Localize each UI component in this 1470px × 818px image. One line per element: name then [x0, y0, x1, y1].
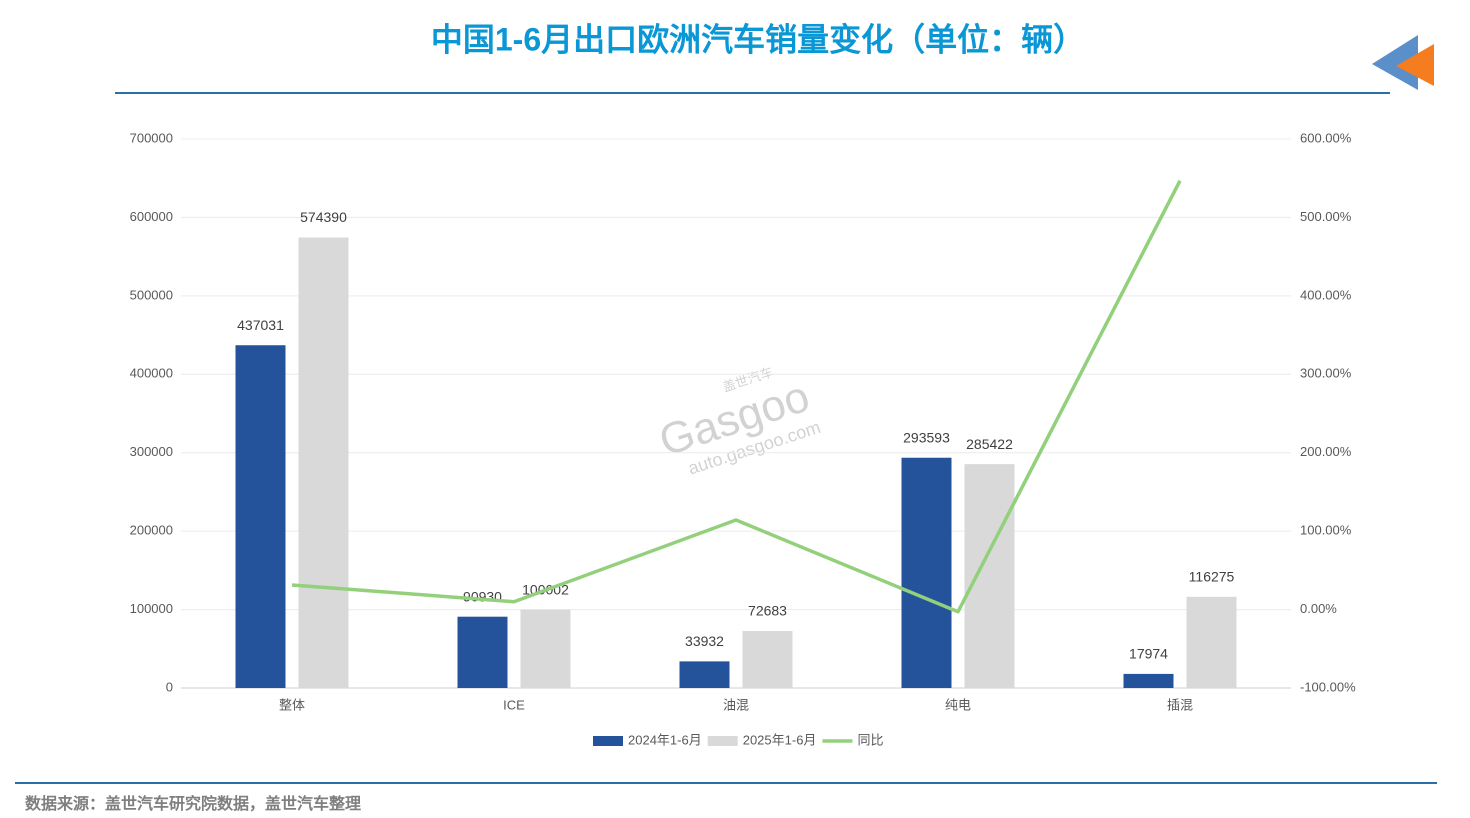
y-tick-label: 100000	[130, 601, 173, 616]
legend-swatch	[593, 736, 623, 746]
chart-title: 中国1-6月出口欧洲汽车销量变化（单位：辆）	[431, 21, 1085, 57]
value-label: 17974	[1129, 646, 1168, 662]
x-tick-label: 纯电	[945, 697, 971, 712]
watermark: 盖世汽车 Gasgoo auto.gasgoo.com	[654, 364, 824, 478]
bar	[1123, 673, 1174, 688]
source: 数据来源：盖世汽车研究院数据，盖世汽车整理	[25, 794, 361, 813]
value-label: 574390	[300, 209, 347, 225]
line-series	[291, 179, 1182, 614]
legend-label: 2025年1-6月	[743, 732, 817, 747]
logo-arrow	[1396, 44, 1434, 86]
y-tick-label: 200000	[130, 523, 173, 538]
x-tick-label: 油混	[723, 697, 749, 712]
bar	[235, 345, 286, 688]
bar	[520, 609, 571, 688]
y-tick-label: 0	[166, 679, 173, 694]
value-label: 293593	[903, 429, 950, 445]
bar	[742, 630, 793, 688]
legend-label: 2024年1-6月	[628, 732, 702, 747]
value-label: 72683	[748, 603, 787, 619]
bar	[1186, 596, 1237, 688]
y2-tick-label: 600.00%	[1300, 130, 1352, 145]
value-label: 437031	[237, 317, 284, 333]
x-tick-label: 整体	[279, 697, 305, 712]
y2-tick-label: 100.00%	[1300, 523, 1352, 538]
y-tick-label: 700000	[130, 130, 173, 145]
logo-arrow	[1372, 35, 1418, 90]
y-tick-label: 500000	[130, 287, 173, 302]
y2-tick-label: 0.00%	[1300, 601, 1337, 616]
y-tick-label: 300000	[130, 444, 173, 459]
y2-tick-label: 300.00%	[1300, 366, 1352, 381]
legend-swatch	[707, 736, 738, 746]
bar	[679, 661, 730, 688]
y-tick-label: 400000	[130, 366, 173, 381]
bar	[457, 616, 508, 688]
y2-tick-label: -100.00%	[1300, 679, 1356, 694]
y2-tick-label: 400.00%	[1300, 287, 1352, 302]
bar	[298, 237, 349, 688]
legend-label: 同比	[857, 732, 883, 747]
bar	[901, 457, 952, 688]
value-label: 285422	[966, 436, 1013, 452]
y-tick-label: 600000	[130, 209, 173, 224]
y2-tick-label: 200.00%	[1300, 444, 1352, 459]
x-tick-label: ICE	[503, 697, 525, 712]
value-label: 116275	[1189, 569, 1235, 585]
y2-tick-label: 500.00%	[1300, 209, 1352, 224]
x-tick-label: 插混	[1167, 697, 1193, 712]
value-label: 33932	[685, 633, 724, 649]
bar	[964, 464, 1015, 688]
